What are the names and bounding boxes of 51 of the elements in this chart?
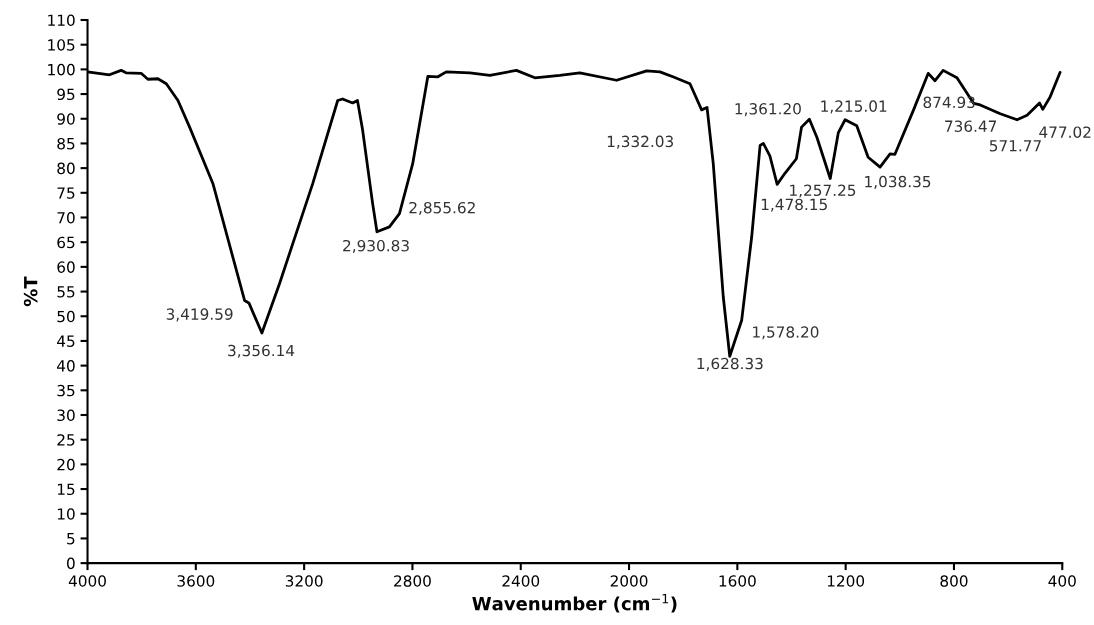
annotation: 874.93 xyxy=(923,96,975,109)
annotation: 2,930.83 xyxy=(343,239,409,254)
y-tick-label: 90 xyxy=(57,113,75,125)
annotation: 736.47 xyxy=(945,120,997,132)
x-axis-title: Wavenumber (cm$^{−1}$) xyxy=(472,594,677,613)
y-tick-label: 65 xyxy=(57,236,75,249)
x-tick-label: 1200 xyxy=(827,575,865,587)
annotation: 1,578.20 xyxy=(753,326,819,340)
y-tick-label: 0 xyxy=(67,557,75,570)
x-tick-label: 2000 xyxy=(610,575,648,587)
y-axis-title: %T xyxy=(23,276,38,307)
y-tick-label: 75 xyxy=(57,187,75,199)
x-tick-label: 1600 xyxy=(719,575,756,587)
y-tick-label: 25 xyxy=(57,434,75,446)
y-tick-label: 55 xyxy=(57,286,75,298)
y-tick-label: 45 xyxy=(57,335,75,347)
y-tick-label: 105 xyxy=(48,39,75,51)
annotation: 1,215.01 xyxy=(821,100,887,114)
y-tick-label: 5 xyxy=(67,533,75,545)
x-tick-label: 2800 xyxy=(394,575,431,587)
y-tick-label: 35 xyxy=(57,384,75,397)
annotation: 571.77 xyxy=(989,140,1041,152)
y-tick-label: 10 xyxy=(57,508,75,520)
y-tick-label: 80 xyxy=(57,162,75,175)
x-tick-label: 800 xyxy=(940,575,968,587)
annotation: 1,257.25 xyxy=(790,184,856,198)
y-tick-label: 100 xyxy=(48,63,75,76)
y-tick-label: 110 xyxy=(48,14,75,27)
annotation: 1,628.33 xyxy=(697,357,763,371)
annotation: 1,361.20 xyxy=(735,103,801,117)
y-tick-label: 20 xyxy=(57,458,75,471)
annotation: 3,356.14 xyxy=(228,344,295,358)
annotation: 477.02 xyxy=(1039,126,1091,138)
y-tick-label: 50 xyxy=(57,310,75,323)
x-tick-label: 2400 xyxy=(502,575,540,587)
annotation: 2,855.62 xyxy=(409,201,475,215)
y-tick-label: 70 xyxy=(57,211,75,224)
annotation: 3,419.59 xyxy=(166,308,233,322)
x-tick-label: 3600 xyxy=(177,575,215,587)
x-tick-label: 3200 xyxy=(285,575,323,587)
annotation: 1,038.35 xyxy=(865,175,931,189)
y-tick-label: 60 xyxy=(57,261,75,273)
x-tick-label: 4000 xyxy=(68,575,106,587)
annotation: 1,478.15 xyxy=(761,198,827,212)
x-tick-label: 400 xyxy=(1048,575,1076,587)
y-tick-label: 15 xyxy=(57,483,75,496)
y-tick-label: 30 xyxy=(57,409,75,422)
y-tick-label: 85 xyxy=(57,137,75,150)
y-tick-label: 40 xyxy=(57,360,75,372)
y-tick-label: 95 xyxy=(57,88,75,101)
annotation: 1,332.03 xyxy=(607,135,673,149)
